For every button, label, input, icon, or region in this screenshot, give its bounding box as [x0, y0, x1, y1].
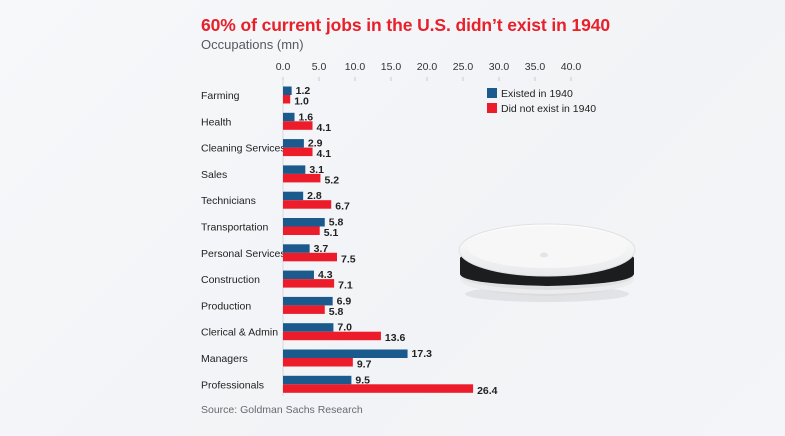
- value-label-existed: 5.8: [329, 217, 344, 229]
- category-label: Production: [201, 300, 251, 312]
- bar-existed: [283, 375, 352, 385]
- x-axis: 0.0 5.0 10.0 15.0 20.0 25.0 30.0 35.0 40.0: [276, 61, 582, 396]
- category-group: Managers 17.3 9.7: [201, 348, 432, 371]
- bar-existed: [283, 112, 295, 122]
- legend-label-existed: Existed in 1940: [501, 88, 573, 100]
- category-group: Sales 3.15.2: [201, 164, 339, 187]
- bar-existed: [283, 296, 333, 306]
- bar-existed: [283, 323, 334, 332]
- category-label: Clerical & Admin: [201, 327, 278, 339]
- category-group: Health 1.64.1: [201, 111, 331, 134]
- value-label-existed: 9.5: [355, 374, 370, 386]
- bar-did-not-exist: [283, 305, 325, 314]
- category-group: Farming 1.21.0: [201, 85, 310, 108]
- x-tick-label: 15.0: [381, 61, 402, 73]
- legend-swatch-existed: [487, 88, 497, 98]
- value-label-did-not-exist: 26.4: [477, 385, 498, 397]
- value-label-existed: 3.7: [314, 243, 329, 255]
- value-label-existed: 1.6: [299, 111, 314, 123]
- value-label-existed: 4.3: [318, 269, 333, 281]
- category-group: Clerical & Admin 7.0 13.6: [201, 322, 406, 345]
- value-label-did-not-exist: 5.8: [329, 306, 344, 318]
- value-label-existed: 6.9: [337, 295, 352, 307]
- value-label-did-not-exist: 6.7: [335, 201, 350, 213]
- value-label-existed: 17.3: [412, 348, 433, 360]
- bar-existed: [283, 218, 325, 227]
- bar-did-not-exist: [283, 384, 474, 393]
- x-tick-label: 40.0: [561, 61, 582, 73]
- bar-did-not-exist: [283, 200, 332, 209]
- value-label-did-not-exist: 5.2: [324, 174, 339, 186]
- bar-did-not-exist: [283, 147, 313, 157]
- x-tick-label: 5.0: [312, 61, 327, 73]
- value-label-did-not-exist: 9.7: [357, 359, 372, 371]
- category-label: Cleaning Services: [201, 143, 286, 155]
- value-label-existed: 7.0: [337, 322, 352, 334]
- value-label-existed: 2.8: [307, 190, 322, 202]
- bar-existed: [283, 139, 304, 148]
- value-label-did-not-exist: 13.6: [385, 332, 406, 344]
- bar-did-not-exist: [283, 358, 353, 367]
- x-tick-label: 30.0: [489, 61, 510, 73]
- value-label-existed: 1.2: [296, 85, 311, 97]
- bar-did-not-exist: [283, 226, 320, 235]
- category-label: Personal Services: [201, 248, 286, 260]
- category-group: Professionals 9.5 26.4: [201, 374, 498, 397]
- category-group: Construction 4.3 7.1: [201, 269, 353, 292]
- value-label-did-not-exist: 1.0: [294, 96, 309, 108]
- bar-did-not-exist: [283, 279, 335, 288]
- bar-did-not-exist: [283, 121, 313, 130]
- chart-source: Source: Goldman Sachs Research: [201, 404, 363, 416]
- bar-existed: [283, 165, 306, 174]
- category-label: Sales: [201, 169, 227, 181]
- chart-subtitle: Occupations (mn): [201, 37, 304, 52]
- category-label: Managers: [201, 353, 248, 365]
- category-label: Technicians: [201, 195, 256, 207]
- category-label: Professionals: [201, 379, 264, 391]
- x-tick-label: 0.0: [276, 61, 291, 73]
- value-label-did-not-exist: 7.1: [338, 280, 353, 292]
- bar-existed: [283, 191, 304, 201]
- x-tick-label: 35.0: [525, 61, 546, 73]
- value-label-did-not-exist: 4.1: [317, 122, 332, 134]
- bar-existed: [283, 86, 292, 95]
- value-label-did-not-exist: 7.5: [341, 253, 356, 265]
- category-label: Construction: [201, 274, 260, 286]
- bar-did-not-exist: [283, 173, 321, 183]
- value-label-did-not-exist: 5.1: [324, 227, 339, 239]
- chart-title: 60% of current jobs in the U.S. didn’t e…: [201, 15, 611, 35]
- category-label: Transportation: [201, 222, 268, 234]
- category-label: Health: [201, 116, 232, 128]
- bar-did-not-exist: [283, 331, 381, 341]
- category-group: Personal Services 3.7 7.5: [201, 243, 356, 265]
- category-group: Technicians 2.8 6.7: [201, 190, 350, 213]
- legend: Existed in 1940 Did not exist in 1940: [487, 88, 596, 115]
- bar-existed: [283, 349, 408, 358]
- robot-vacuum-icon: [458, 223, 636, 302]
- bar-existed: [283, 244, 310, 253]
- category-group: Production 6.95.8: [201, 295, 351, 318]
- value-label-did-not-exist: 4.1: [317, 148, 332, 160]
- bar-existed: [283, 270, 314, 280]
- category-label: Farming: [201, 90, 240, 102]
- x-tick-label: 25.0: [453, 61, 474, 73]
- x-tick-label: 20.0: [417, 61, 438, 73]
- category-group: Transportation 5.85.1: [201, 217, 344, 240]
- value-label-existed: 3.1: [309, 164, 324, 176]
- value-label-existed: 2.9: [308, 138, 323, 150]
- category-group: Cleaning Services 2.94.1: [201, 138, 331, 161]
- legend-swatch-did-not-exist: [487, 103, 497, 113]
- x-tick-label: 10.0: [345, 61, 366, 73]
- bar-did-not-exist: [283, 95, 291, 104]
- legend-label-did-not-exist: Did not exist in 1940: [501, 103, 596, 115]
- bar-did-not-exist: [283, 252, 337, 262]
